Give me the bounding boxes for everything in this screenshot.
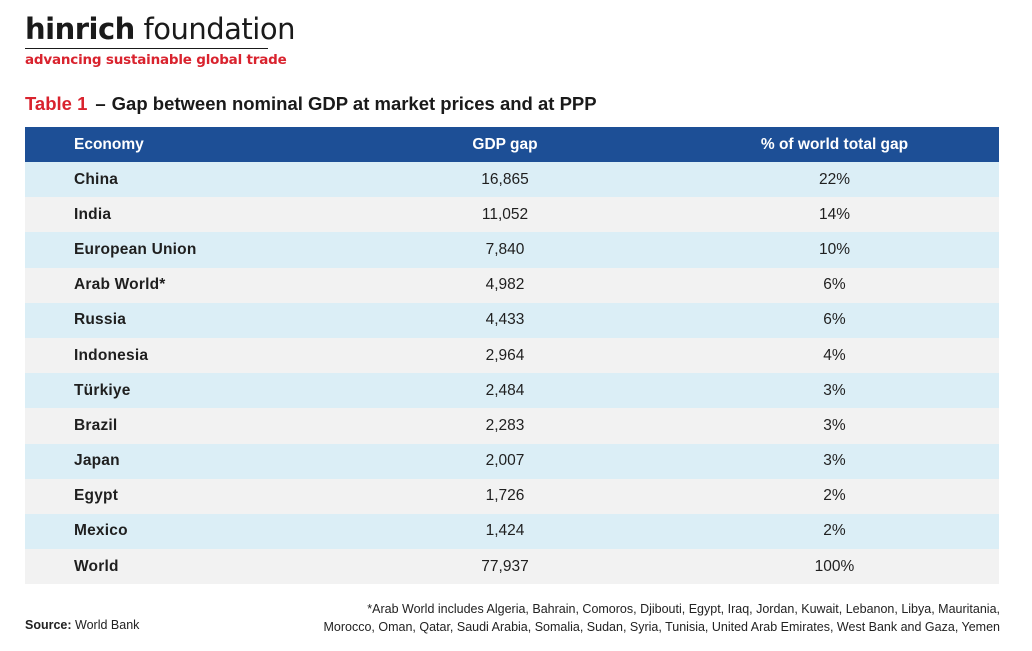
economy-cell: Indonesia [25, 337, 340, 374]
header-gdp-gap: GDP gap [340, 127, 670, 162]
table-title: Table 1– Gap between nominal GDP at marke… [25, 93, 597, 115]
table-row: Japan 2,007 3% [25, 443, 999, 479]
table-row: Mexico 1,424 2% [25, 513, 999, 550]
world-share-cell: 22% [670, 162, 999, 198]
world-share-cell: 10% [670, 232, 999, 268]
source-note: Source: World Bank [25, 618, 139, 632]
economy-cell: China [25, 162, 340, 198]
logo-tagline: advancing sustainable global trade [25, 52, 287, 68]
table-row: Russia 4,433 6% [25, 302, 999, 338]
source-label: Source: [25, 618, 72, 632]
gdp-gap-cell: 2,964 [340, 337, 670, 374]
header-economy: Economy [25, 127, 340, 162]
table-row: India 11,052 14% [25, 197, 999, 233]
footnote-line-1: *Arab World includes Algeria, Bahrain, C… [367, 602, 1000, 616]
gdp-gap-cell: 4,433 [340, 302, 670, 338]
economy-cell: Türkiye [25, 373, 340, 409]
table-row: Arab World* 4,982 6% [25, 267, 999, 303]
logo-name-bold: hinrich [25, 12, 135, 46]
gdp-gap-cell: 11,052 [340, 197, 670, 233]
economy-cell: India [25, 197, 340, 233]
gdp-gap-cell: 16,865 [340, 162, 670, 198]
world-share-cell: 2% [670, 513, 999, 550]
economy-cell: World [25, 549, 340, 585]
economy-cell: European Union [25, 232, 340, 268]
footnote-line-2: Morocco, Oman, Qatar, Saudi Arabia, Soma… [323, 620, 1000, 634]
world-share-cell: 3% [670, 373, 999, 409]
world-share-cell: 3% [670, 408, 999, 444]
gdp-gap-cell: 77,937 [340, 549, 670, 585]
logo-wordmark: hinrich foundation [25, 12, 295, 46]
world-share-cell: 2% [670, 478, 999, 514]
world-share-cell: 6% [670, 302, 999, 338]
header-world-share: % of world total gap [670, 127, 999, 162]
world-share-cell: 100% [670, 549, 999, 585]
table-header-row: Economy GDP gap % of world total gap [25, 127, 999, 162]
logo-name-rest: foundation [134, 12, 296, 46]
gdp-gap-cell: 7,840 [340, 232, 670, 268]
economy-cell: Mexico [25, 513, 340, 550]
table-row: China 16,865 22% [25, 162, 999, 198]
table-row: European Union 7,840 10% [25, 232, 999, 268]
gdp-gap-cell: 4,982 [340, 267, 670, 303]
table-row: World 77,937 100% [25, 549, 999, 585]
gdp-gap-cell: 2,007 [340, 443, 670, 479]
footnote: *Arab World includes Algeria, Bahrain, C… [323, 600, 1000, 636]
world-share-cell: 14% [670, 197, 999, 233]
table-title-text: Gap between nominal GDP at market prices… [111, 93, 597, 114]
logo-rule [25, 48, 268, 49]
economy-cell: Arab World* [25, 267, 340, 303]
title-dash: – [95, 93, 106, 114]
table-row: Indonesia 2,964 4% [25, 337, 999, 374]
economy-cell: Egypt [25, 478, 340, 514]
world-share-cell: 4% [670, 337, 999, 374]
table-number: Table 1 [25, 93, 88, 114]
gdp-gap-cell: 1,424 [340, 513, 670, 550]
gdp-gap-cell: 2,283 [340, 408, 670, 444]
table-row: Egypt 1,726 2% [25, 478, 999, 514]
gdp-gap-cell: 1,726 [340, 478, 670, 514]
economy-cell: Brazil [25, 408, 340, 444]
table-row: Brazil 2,283 3% [25, 408, 999, 444]
table-body: China 16,865 22% India 11,052 14% European Uni… [25, 162, 999, 585]
gdp-gap-cell: 2,484 [340, 373, 670, 409]
economy-cell: Russia [25, 302, 340, 338]
world-share-cell: 3% [670, 443, 999, 479]
world-share-cell: 6% [670, 267, 999, 303]
gdp-gap-table: Economy GDP gap % of world total gap Chi… [25, 127, 999, 585]
economy-cell: Japan [25, 443, 340, 479]
source-text: World Bank [71, 618, 140, 632]
hinrich-foundation-logo: hinrich foundation advancing sustainable… [25, 12, 295, 68]
table-row: Türkiye 2,484 3% [25, 373, 999, 409]
